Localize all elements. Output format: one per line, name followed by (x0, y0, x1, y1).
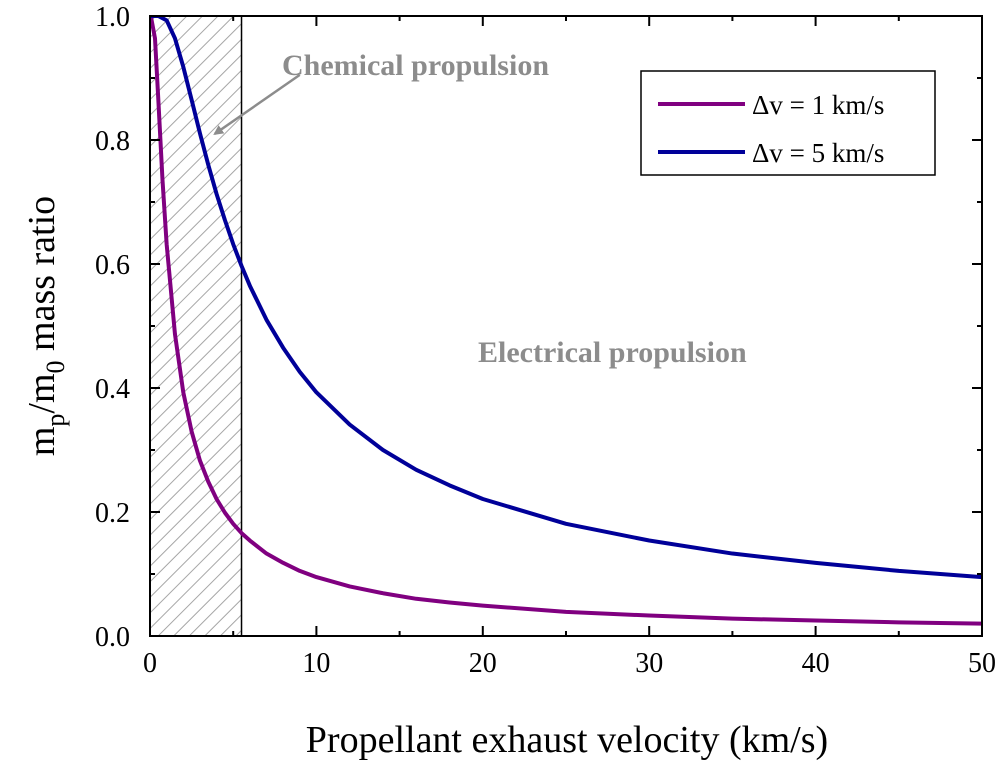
annotation-arrow (213, 73, 301, 135)
x-axis-title: Propellant exhaust velocity (km/s) (306, 719, 828, 761)
x-tick-label: 10 (302, 648, 330, 679)
series-line-dv1 (150, 16, 982, 626)
x-tick-label: 30 (635, 648, 663, 679)
series-line-dv5 (150, 16, 982, 580)
x-tick-label: 0 (143, 648, 157, 679)
annotation-electrical-propulsion: Electrical propulsion (478, 336, 747, 369)
legend-label-dv5: Δv = 5 km/s (752, 138, 884, 168)
x-tick-label: 50 (968, 648, 996, 679)
y-tick-label: 0.8 (95, 126, 130, 157)
axis-ticks: 0 10 20 30 40 50 0.0 0.2 0.4 0.6 0.8 1.0 (95, 2, 996, 679)
legend-label-dv1: Δv = 1 km/s (752, 90, 884, 120)
y-tick-label: 0.0 (95, 622, 130, 653)
x-tick-label: 20 (469, 648, 497, 679)
legend: Δv = 1 km/s Δv = 5 km/s (640, 70, 936, 176)
legend-box (640, 70, 936, 176)
series-group (150, 16, 982, 626)
y-axis-title: mp/m0 mass ratio (21, 196, 70, 456)
y-tick-label: 0.6 (95, 250, 130, 281)
y-tick-label: 0.4 (95, 374, 130, 405)
y-tick-label: 1.0 (95, 2, 130, 33)
annotation-chemical-propulsion: Chemical propulsion (282, 49, 549, 82)
x-tick-label: 40 (802, 648, 830, 679)
y-tick-label: 0.2 (95, 498, 130, 529)
